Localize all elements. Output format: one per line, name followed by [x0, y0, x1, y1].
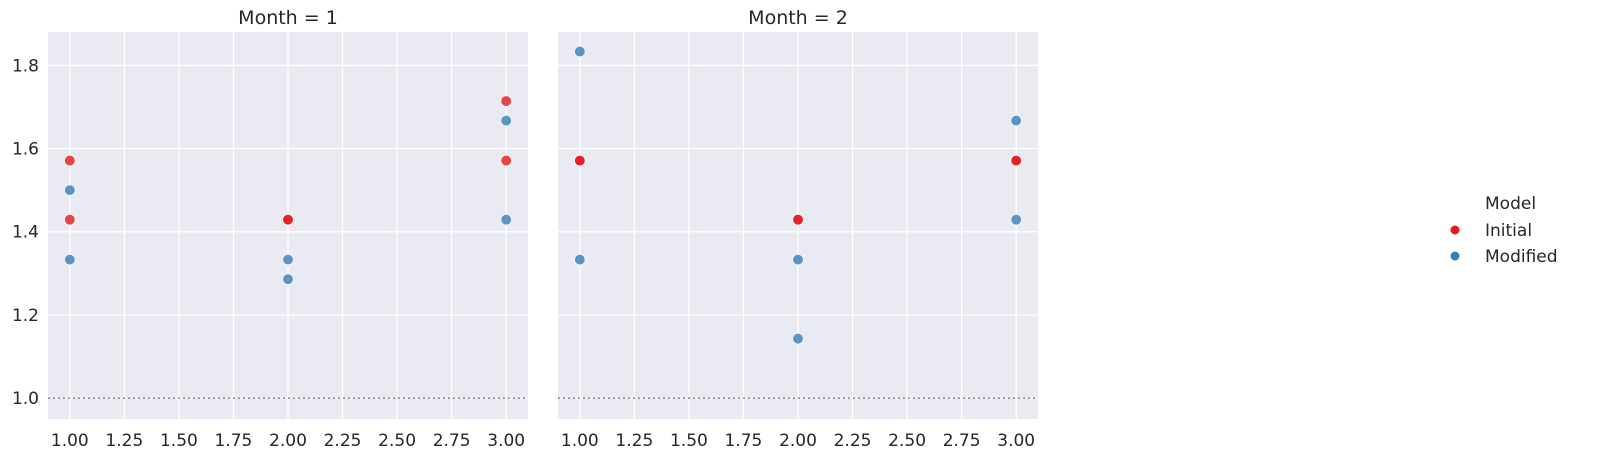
facet-title: Month = 1: [238, 7, 338, 29]
x-tick-label: 2.50: [378, 431, 416, 451]
facet-title: Month = 2: [748, 7, 848, 29]
data-point-modified: [1010, 115, 1022, 127]
x-tick-label: 1.75: [215, 431, 253, 451]
data-point-modified: [574, 45, 586, 58]
x-tick-label: 1.50: [160, 431, 198, 451]
x-tick-label: 2.75: [943, 431, 981, 451]
x-tick-label: 1.25: [105, 431, 143, 451]
data-point-modified: [792, 254, 804, 266]
data-point-modified: [574, 254, 586, 266]
data-point-initial: [64, 154, 76, 167]
x-tick-label: 3.00: [997, 431, 1035, 451]
data-point-initial: [282, 214, 294, 226]
data-point-initial: [792, 214, 804, 226]
legend-label-initial: Initial: [1485, 221, 1532, 241]
y-tick-label: 1.8: [12, 56, 39, 76]
y-tick-label: 1.6: [12, 140, 39, 160]
y-tick-label: 1.4: [12, 223, 39, 243]
x-tick-label: 1.00: [561, 431, 599, 451]
x-tick-label: 3.00: [487, 431, 525, 451]
data-point-initial: [1010, 154, 1022, 167]
legend-marker-modified: [1450, 251, 1460, 261]
data-point-modified: [500, 214, 512, 226]
facet-panel-2: 1.00 1.25 1.50 1.75 2.00 2.25 2.50 2.75 3.00 Mont…: [558, 7, 1038, 451]
legend: Model Initial Modified: [1450, 194, 1558, 267]
data-point-modified: [282, 254, 294, 266]
x-tick-label: 1.75: [725, 431, 763, 451]
data-point-initial: [64, 214, 76, 226]
y-tick-label: 1.0: [12, 389, 39, 409]
x-tick-label: 2.00: [779, 431, 817, 451]
legend-label-modified: Modified: [1485, 247, 1558, 267]
data-point-initial: [500, 154, 512, 167]
x-tick-label: 1.50: [670, 431, 708, 451]
data-point-initial: [574, 154, 586, 167]
x-tick-label: 2.25: [834, 431, 872, 451]
x-tick-label: 2.25: [324, 431, 362, 451]
data-point-initial: [500, 95, 512, 107]
data-point-modified: [500, 115, 512, 127]
data-point-modified: [282, 273, 294, 285]
legend-marker-initial: [1450, 225, 1460, 235]
x-tick-label: 2.50: [888, 431, 926, 451]
y-tick-label: 1.2: [12, 306, 39, 326]
facet-panel-1: 1.00 1.25 1.50 1.75 2.00 2.25 2.50 2.75 3.00 1.0 1…: [12, 7, 528, 451]
x-tick-label: 2.00: [269, 431, 307, 451]
data-point-modified: [64, 184, 76, 196]
data-point-modified: [64, 254, 76, 266]
x-tick-label: 1.00: [51, 431, 89, 451]
data-point-modified: [792, 333, 804, 345]
data-point-modified: [1010, 214, 1022, 226]
x-tick-label: 1.25: [615, 431, 653, 451]
legend-title: Model: [1485, 194, 1536, 214]
x-tick-label: 2.75: [433, 431, 471, 451]
